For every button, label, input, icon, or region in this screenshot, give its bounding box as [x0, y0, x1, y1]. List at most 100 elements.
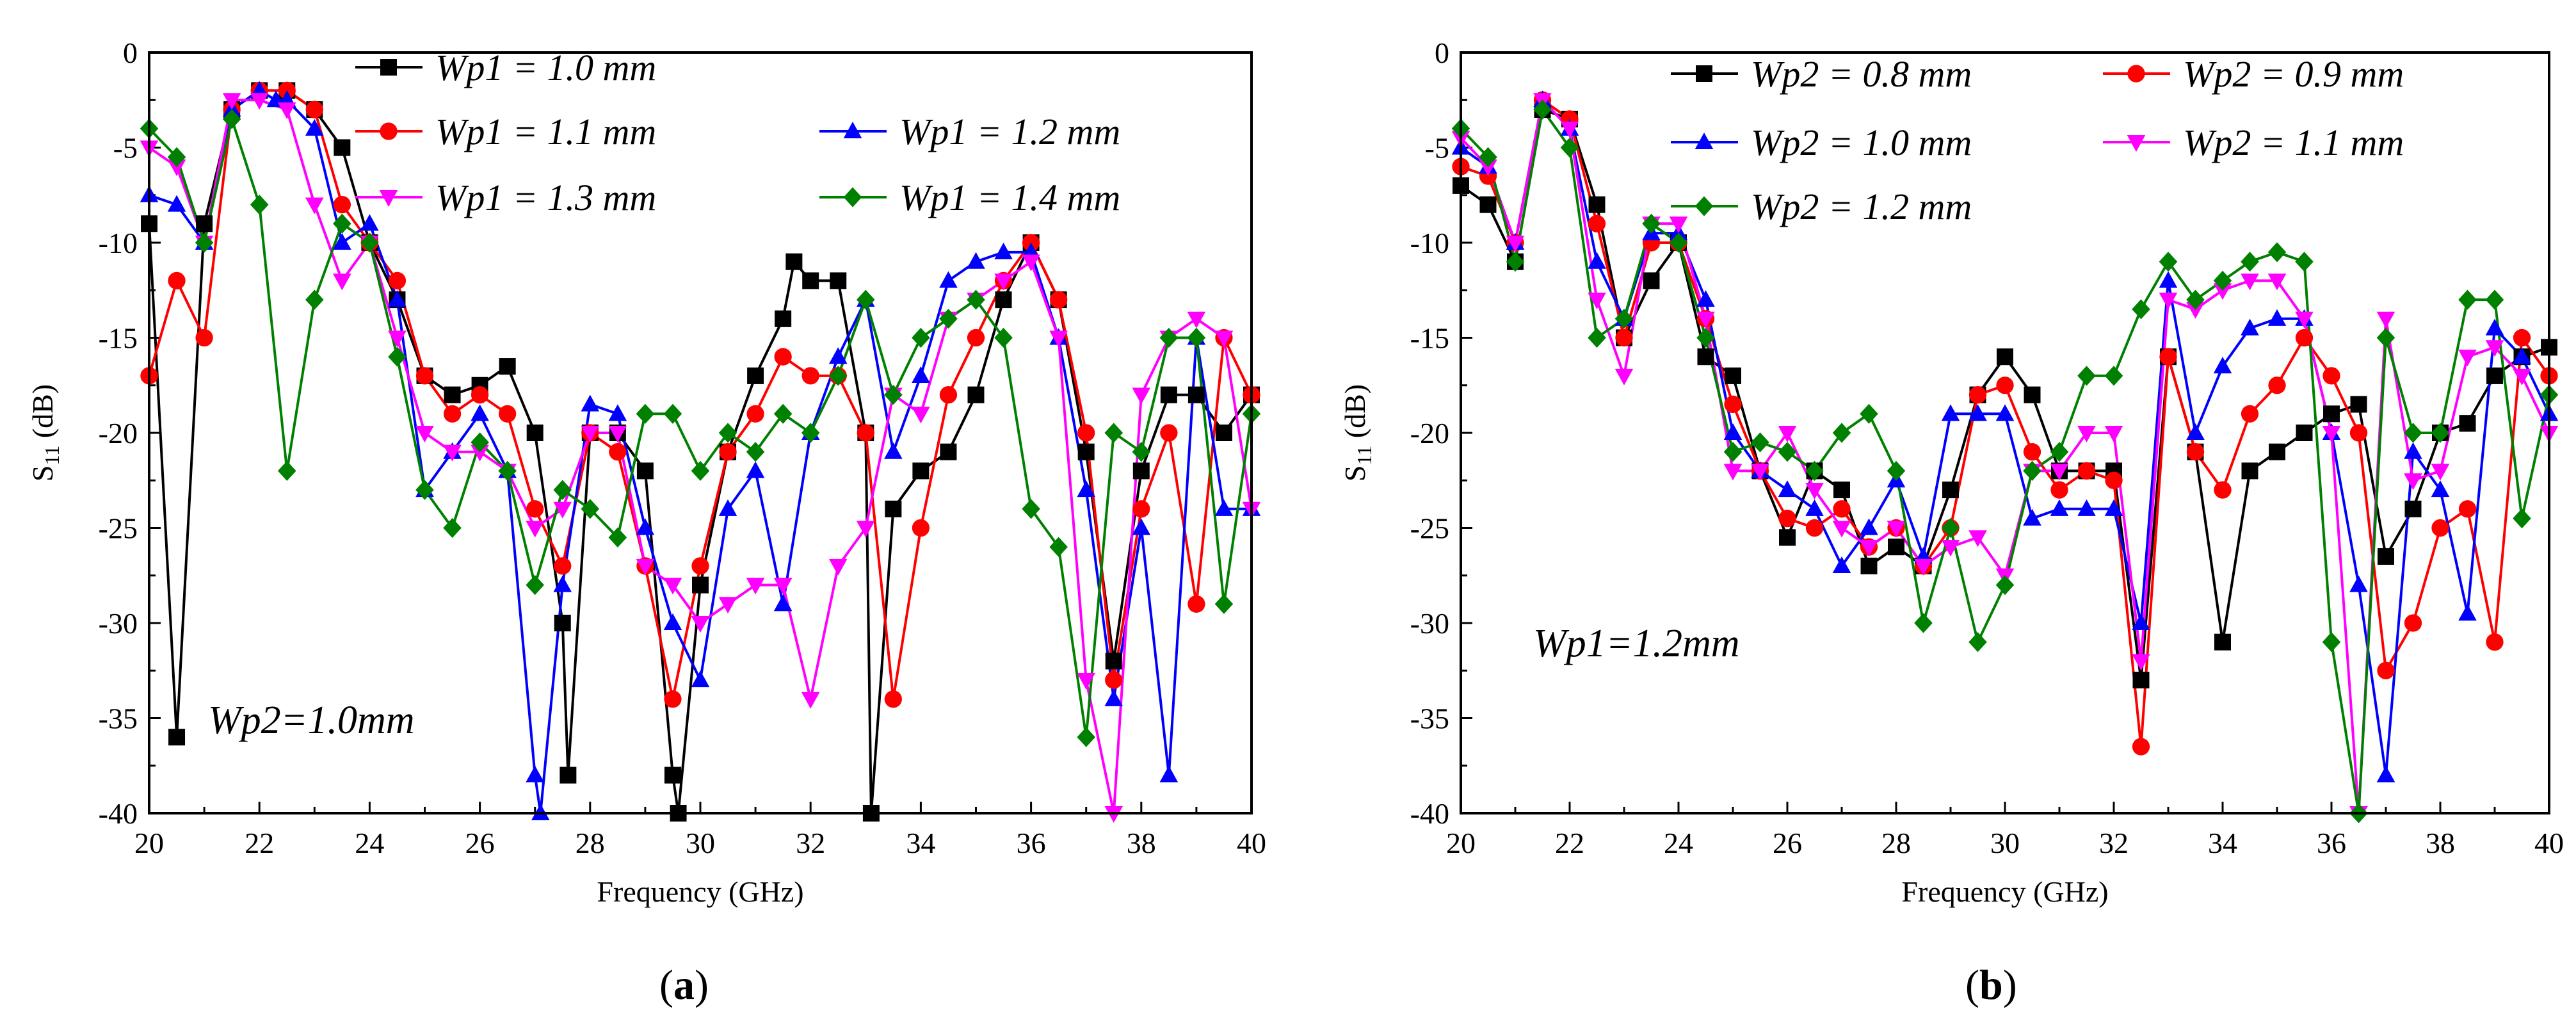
data-point	[967, 328, 985, 347]
legend-marker	[379, 190, 398, 207]
data-point	[1833, 482, 1850, 499]
data-point	[2322, 425, 2341, 442]
data-point	[663, 613, 682, 631]
data-point	[1725, 367, 1741, 384]
chart-a-x-axis-label: Frequency (GHz)	[597, 875, 803, 908]
data-point	[2431, 423, 2450, 443]
data-point	[2050, 442, 2069, 462]
data-point	[581, 499, 600, 519]
data-point	[2295, 328, 2314, 347]
data-point	[608, 527, 627, 547]
data-point	[250, 93, 269, 110]
data-point	[1642, 213, 1661, 234]
data-point	[1832, 521, 1851, 538]
data-point	[1723, 442, 1743, 462]
data-point	[2050, 499, 2069, 516]
data-point	[1696, 327, 1715, 348]
x-tick-label: 40	[1237, 827, 1266, 859]
data-point	[333, 213, 351, 234]
data-point	[636, 403, 655, 424]
y-tick-label: -35	[99, 702, 138, 735]
data-point	[195, 328, 213, 347]
data-point	[1214, 499, 1234, 516]
data-point	[1696, 290, 1715, 307]
data-point	[1077, 727, 1095, 747]
data-point	[2241, 318, 2259, 336]
data-point	[277, 460, 296, 481]
legend-label: Wp2 = 0.9 mm	[2183, 53, 2404, 95]
data-point	[884, 690, 902, 708]
data-point	[1669, 232, 1688, 253]
data-point	[2132, 299, 2150, 320]
data-point	[746, 461, 765, 478]
data-point	[1022, 499, 1040, 519]
data-point	[167, 195, 186, 212]
data-point	[2295, 311, 2314, 328]
data-point	[526, 425, 543, 441]
data-point	[1942, 482, 1959, 499]
chart-b-y-axis-label: S11 (dB)	[1339, 384, 1376, 482]
data-point	[2159, 348, 2177, 366]
data-point	[885, 500, 902, 517]
data-point	[940, 443, 957, 460]
data-point	[1723, 464, 1743, 481]
data-point	[1506, 235, 1525, 252]
data-point	[1479, 159, 1497, 177]
data-point	[554, 557, 572, 575]
data-point	[1588, 215, 1606, 232]
data-point	[692, 576, 709, 594]
data-point	[167, 147, 186, 167]
data-point	[471, 404, 489, 421]
data-point	[1077, 673, 1095, 690]
data-point	[2214, 481, 2232, 499]
x-tick-label: 28	[1881, 827, 1911, 859]
data-point	[168, 729, 186, 746]
data-point	[2104, 425, 2123, 442]
data-point	[773, 594, 793, 612]
data-point	[2050, 481, 2068, 499]
data-point	[718, 597, 737, 614]
data-point	[2267, 242, 2287, 263]
data-point	[1560, 121, 1579, 138]
data-point	[1887, 460, 1906, 481]
y-tick-label: -30	[1410, 607, 1449, 640]
data-point	[884, 442, 903, 459]
data-point	[1779, 529, 1796, 546]
data-point	[305, 118, 324, 136]
data-point	[305, 197, 324, 215]
x-tick-label: 36	[1017, 827, 1046, 859]
data-point	[2024, 386, 2041, 403]
data-point	[471, 385, 489, 404]
data-point	[1614, 368, 1634, 385]
data-point	[2023, 443, 2041, 461]
x-tick-label: 26	[465, 827, 495, 859]
data-point	[1506, 252, 1525, 272]
data-point	[2213, 270, 2232, 291]
data-point	[333, 233, 351, 250]
legend-label: Wp1 = 1.4 mm	[899, 177, 1120, 218]
data-point	[2485, 340, 2504, 357]
data-point	[1533, 99, 1552, 120]
data-point	[526, 521, 544, 538]
data-point	[1132, 442, 1151, 462]
data-point	[884, 385, 903, 405]
data-point	[2376, 765, 2395, 782]
y-tick-label: -5	[113, 132, 138, 165]
data-point	[1132, 462, 1150, 480]
legend-marker	[843, 122, 862, 139]
data-point	[746, 405, 764, 423]
data-point	[2377, 661, 2395, 679]
data-point	[1049, 330, 1068, 348]
legend-item: Wp2 = 0.8 mm	[1671, 53, 1972, 95]
data-point	[1104, 423, 1123, 443]
data-point	[2186, 443, 2205, 461]
data-point	[444, 386, 461, 403]
data-point	[1833, 500, 1851, 518]
data-point	[305, 101, 323, 118]
data-point	[2295, 252, 2314, 272]
data-point	[2050, 464, 2069, 481]
data-point	[471, 444, 489, 462]
data-point	[1187, 311, 1206, 328]
data-point	[2458, 350, 2477, 367]
x-tick-label: 38	[2426, 827, 2455, 859]
